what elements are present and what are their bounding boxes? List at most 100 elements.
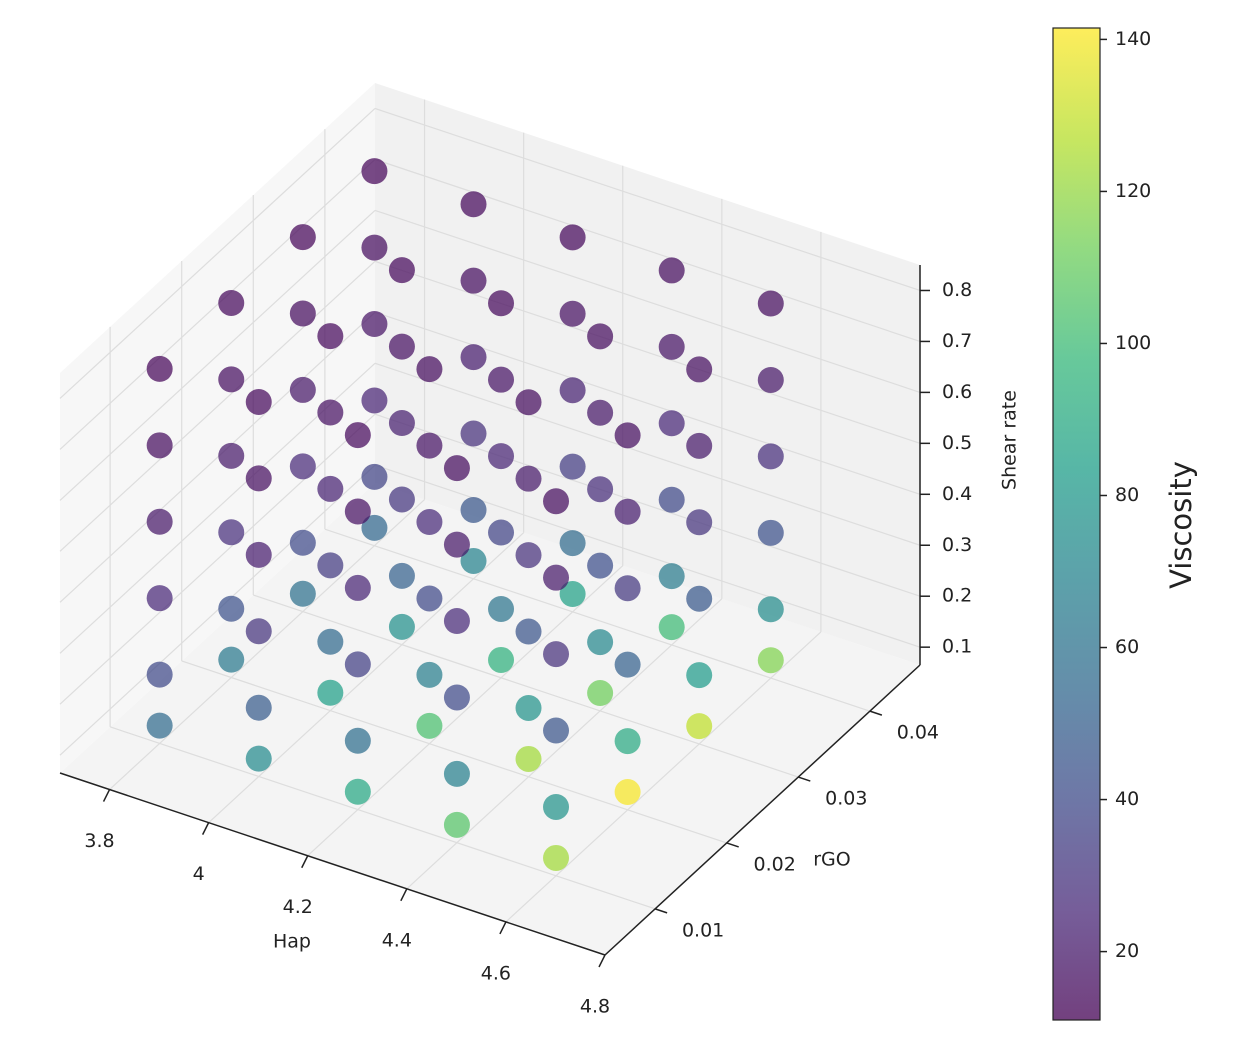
point bbox=[543, 564, 570, 591]
grid-line bbox=[324, 528, 871, 712]
point bbox=[587, 552, 614, 579]
colorbar-tick-label: 100 bbox=[1115, 332, 1151, 354]
point bbox=[559, 453, 586, 480]
point bbox=[614, 779, 641, 806]
y-tick-label: 0.03 bbox=[825, 788, 867, 810]
x-tick-label: 4.6 bbox=[481, 962, 511, 984]
point bbox=[344, 727, 371, 754]
point bbox=[686, 585, 713, 612]
y-tick-label: 0.04 bbox=[897, 722, 939, 744]
point bbox=[515, 465, 542, 492]
y-tick bbox=[869, 710, 883, 716]
point bbox=[686, 713, 713, 740]
point bbox=[344, 574, 371, 601]
x-tick-label: 3.8 bbox=[84, 830, 114, 852]
point bbox=[245, 465, 272, 492]
point bbox=[543, 641, 570, 668]
colorbar-label: Viscosity bbox=[1164, 461, 1198, 589]
point bbox=[460, 344, 487, 371]
point bbox=[218, 519, 245, 546]
grid-line bbox=[59, 158, 376, 450]
grid-line bbox=[208, 532, 525, 824]
point bbox=[344, 651, 371, 678]
grid-line bbox=[406, 598, 723, 890]
point bbox=[559, 530, 586, 557]
x-tick bbox=[400, 888, 408, 902]
point bbox=[218, 442, 245, 469]
point bbox=[658, 410, 685, 437]
y-tick bbox=[726, 842, 739, 848]
grid-line bbox=[59, 209, 376, 501]
point bbox=[614, 422, 641, 449]
point bbox=[218, 289, 245, 316]
point bbox=[146, 432, 173, 459]
point bbox=[443, 684, 470, 711]
point bbox=[614, 651, 641, 678]
point bbox=[317, 628, 344, 655]
point bbox=[658, 563, 685, 590]
back-pane bbox=[375, 83, 920, 665]
point bbox=[245, 618, 272, 645]
point bbox=[443, 455, 470, 482]
x-tick bbox=[499, 921, 507, 935]
point bbox=[587, 476, 614, 503]
x-tick bbox=[201, 822, 210, 835]
point bbox=[146, 661, 173, 688]
z-tick-label: 0.6 bbox=[942, 381, 972, 403]
grid-line bbox=[307, 565, 624, 857]
point bbox=[344, 778, 371, 805]
point bbox=[388, 333, 415, 360]
point bbox=[488, 366, 515, 393]
y-tick-label: 0.02 bbox=[754, 853, 796, 875]
point bbox=[289, 580, 316, 607]
point bbox=[289, 224, 316, 251]
z-tick-label: 0.7 bbox=[942, 330, 972, 352]
grid-line bbox=[505, 631, 822, 923]
grid-line bbox=[109, 726, 656, 910]
point bbox=[757, 519, 784, 546]
point bbox=[559, 300, 586, 327]
point bbox=[245, 745, 272, 772]
point bbox=[559, 224, 586, 251]
point bbox=[543, 844, 570, 871]
point bbox=[416, 712, 443, 739]
point bbox=[757, 443, 784, 470]
point bbox=[658, 257, 685, 284]
grid-line bbox=[59, 413, 376, 705]
point bbox=[416, 356, 443, 383]
point bbox=[587, 680, 614, 707]
colorbar: 20 40 60 80 100 120 140 bbox=[1052, 27, 1151, 1021]
point bbox=[388, 257, 415, 284]
point bbox=[388, 562, 415, 589]
grid-line bbox=[374, 311, 921, 495]
panes bbox=[59, 83, 921, 956]
point bbox=[543, 488, 570, 515]
point bbox=[245, 388, 272, 415]
x-axis-line bbox=[59, 772, 606, 956]
point bbox=[361, 311, 388, 338]
grid-line bbox=[109, 499, 425, 790]
point bbox=[658, 614, 685, 641]
colorbar-tick-label: 120 bbox=[1115, 180, 1151, 202]
colorbar-tick-label: 60 bbox=[1115, 636, 1139, 658]
z-tick-label: 0.5 bbox=[942, 432, 972, 454]
point bbox=[488, 646, 515, 673]
point bbox=[289, 529, 316, 556]
point bbox=[361, 514, 388, 541]
point bbox=[218, 366, 245, 393]
point bbox=[757, 366, 784, 393]
point bbox=[515, 694, 542, 721]
colorbar-tick-label: 40 bbox=[1115, 788, 1139, 810]
grid-line bbox=[59, 260, 376, 552]
point bbox=[289, 453, 316, 480]
point bbox=[488, 290, 515, 317]
y-axis-line bbox=[604, 664, 921, 956]
point bbox=[443, 531, 470, 558]
grid-line bbox=[374, 464, 921, 648]
grid-line bbox=[374, 158, 921, 343]
point bbox=[361, 158, 388, 185]
point bbox=[515, 745, 542, 772]
y-tick bbox=[654, 908, 668, 914]
point bbox=[245, 694, 272, 721]
colorbar-fill bbox=[1052, 27, 1101, 1021]
